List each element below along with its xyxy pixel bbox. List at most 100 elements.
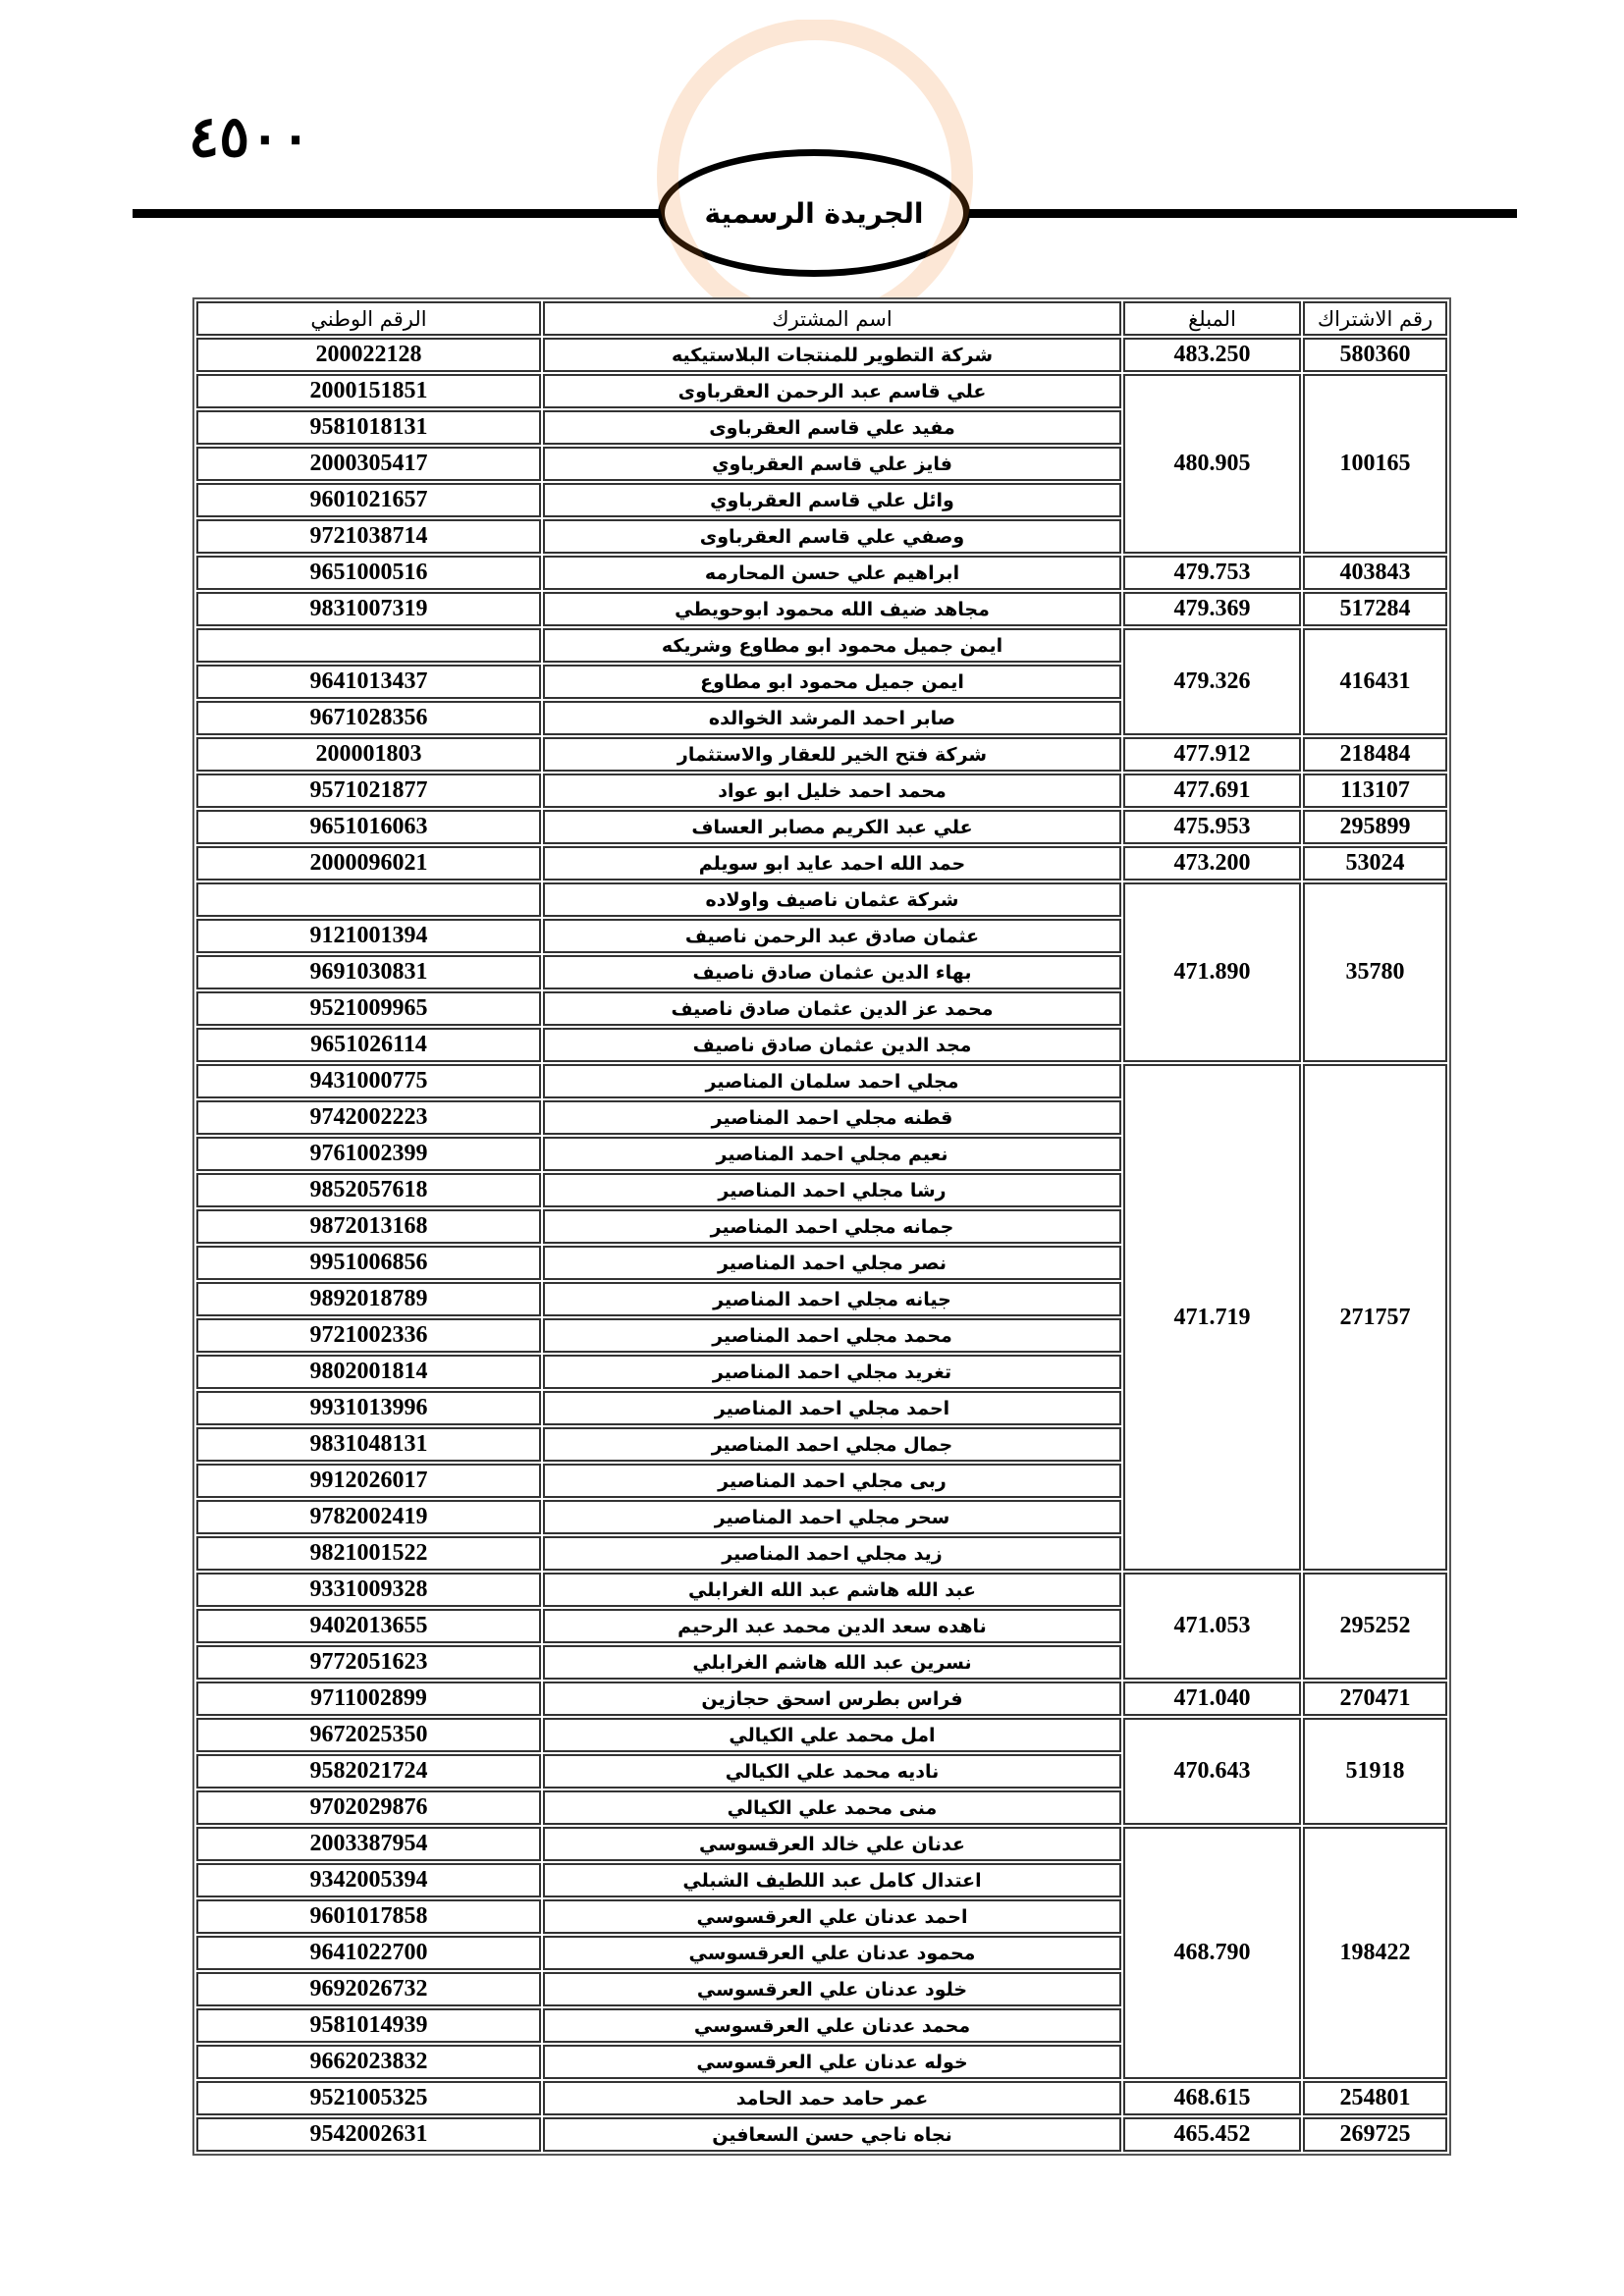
subscribers-table: رقم الاشتراك المبلغ اسم المشترك الرقم ال… xyxy=(192,297,1451,2156)
subscriber-name: عثمان صادق عبد الرحمن ناصيف xyxy=(543,919,1121,953)
national-id: 9831048131 xyxy=(196,1427,541,1462)
subscriber-name: مجلي احمد سلمان المناصير xyxy=(543,1064,1121,1098)
national-id: 9121001394 xyxy=(196,919,541,953)
subscriber-name: علي قاسم عبد الرحمن العقرباوى xyxy=(543,374,1121,408)
table-row: 198422 468.790 عدنان علي خالد العرقسوسي 200… xyxy=(196,1827,1447,2079)
national-id: 9331009328 xyxy=(196,1573,541,1607)
national-id: 9651026114 xyxy=(196,1028,541,1062)
amount: 470.643 xyxy=(1123,1718,1301,1825)
national-id: 9662023832 xyxy=(196,2045,541,2079)
amount: 471.890 xyxy=(1123,882,1301,1062)
national-id: 9581014939 xyxy=(196,2008,541,2043)
national-id: 9692026732 xyxy=(196,1972,541,2006)
subscriber-name: تغريد مجلي احمد المناصير xyxy=(543,1355,1121,1389)
subscription-number: 580360 xyxy=(1303,338,1447,372)
table-row: جمانه مجلي احمد المناصير 9872013168 xyxy=(196,1209,1447,1244)
subscriber-name: مجد الدين عثمان صادق ناصيف xyxy=(543,1028,1121,1062)
national-id xyxy=(196,882,541,917)
amount: 471.053 xyxy=(1123,1573,1301,1680)
col-national-id: الرقم الوطني xyxy=(196,301,541,336)
table-row: منى محمد علي الكيالي 9702029876 xyxy=(196,1790,1447,1825)
national-id: 200022128 xyxy=(196,338,541,372)
subscriber-name: جيانه مجلي احمد المناصير xyxy=(543,1282,1121,1316)
subscriber-name: وصفي علي قاسم العقرباوى xyxy=(543,519,1121,554)
amount: 473.200 xyxy=(1123,846,1301,881)
national-id: 2000096021 xyxy=(196,846,541,881)
table-row: تغريد مجلي احمد المناصير 9802001814 xyxy=(196,1355,1447,1389)
table-row: ناديه محمد علي الكيالي 9582021724 xyxy=(196,1754,1447,1789)
subscription-number: 295252 xyxy=(1303,1573,1447,1680)
amount: 477.691 xyxy=(1123,774,1301,808)
subscriber-name: ايمن جميل محمود ابو مطاوع xyxy=(543,665,1121,699)
subscription-number: 403843 xyxy=(1303,556,1447,590)
national-id: 9931013996 xyxy=(196,1391,541,1425)
amount: 479.369 xyxy=(1123,592,1301,626)
national-id: 9651016063 xyxy=(196,810,541,844)
table-row: 269725 465.452 نجاه ناجي حسن السعافين 95420… xyxy=(196,2117,1447,2152)
table-row: احمد مجلي احمد المناصير 9931013996 xyxy=(196,1391,1447,1425)
subscriber-name: شركة التطوير للمنتجات البلاستيكيه xyxy=(543,338,1121,372)
amount: 465.452 xyxy=(1123,2117,1301,2152)
table-row: 270471 471.040 فراس بطرس اسحق حجازين 971100… xyxy=(196,1682,1447,1716)
col-amount: المبلغ xyxy=(1123,301,1301,336)
amount: 480.905 xyxy=(1123,374,1301,554)
national-id: 9641022700 xyxy=(196,1936,541,1970)
subscriber-name: ناديه محمد علي الكيالي xyxy=(543,1754,1121,1789)
national-id: 9892018789 xyxy=(196,1282,541,1316)
national-id: 9601021657 xyxy=(196,483,541,517)
table-row: زيد مجلي احمد المناصير 9821001522 xyxy=(196,1536,1447,1571)
national-id: 9872013168 xyxy=(196,1209,541,1244)
table-row: 254801 468.615 عمر حامد حمد الحامد 95210053… xyxy=(196,2081,1447,2115)
subscription-number: 270471 xyxy=(1303,1682,1447,1716)
subscriber-name: محمد احمد خليل ابو عواد xyxy=(543,774,1121,808)
national-id: 9601017858 xyxy=(196,1899,541,1934)
subscriber-name: احمد عدنان علي العرقسوسي xyxy=(543,1899,1121,1934)
table-row: جيانه مجلي احمد المناصير 9892018789 xyxy=(196,1282,1447,1316)
subscription-number: 198422 xyxy=(1303,1827,1447,2079)
amount: 468.615 xyxy=(1123,2081,1301,2115)
table-row: محمود عدنان علي العرقسوسي 9641022700 xyxy=(196,1936,1447,1970)
subscriber-name: نعيم مجلي احمد المناصير xyxy=(543,1137,1121,1171)
subscriber-name: امل محمد علي الكيالي xyxy=(543,1718,1121,1752)
table-row: مفيد علي قاسم العقرباوى 9581018131 xyxy=(196,410,1447,445)
table-row: 113107 477.691 محمد احمد خليل ابو عواد 9571… xyxy=(196,774,1447,808)
national-id: 9342005394 xyxy=(196,1863,541,1897)
national-id: 9912026017 xyxy=(196,1464,541,1498)
subscriber-name: علي عبد الكريم مصابر العساف xyxy=(543,810,1121,844)
subscriber-name: جمانه مجلي احمد المناصير xyxy=(543,1209,1121,1244)
subscriber-name: ناهده سعد الدين محمد عبد الرحيم xyxy=(543,1609,1121,1643)
subscriber-name: خلود عدنان علي العرقسوسي xyxy=(543,1972,1121,2006)
national-id: 9721038714 xyxy=(196,519,541,554)
subscriber-name: شركة فتح الخير للعقار والاستثمار xyxy=(543,737,1121,772)
page-number: ٤٥٠٠ xyxy=(189,103,311,170)
subscription-number: 35780 xyxy=(1303,882,1447,1062)
subscription-number: 113107 xyxy=(1303,774,1447,808)
national-id: 9651000516 xyxy=(196,556,541,590)
table-row: رشا مجلي احمد المناصير 9852057618 xyxy=(196,1173,1447,1207)
subscriber-name: ربى مجلي احمد المناصير xyxy=(543,1464,1121,1498)
masthead-title: الجريدة الرسمية xyxy=(704,196,924,230)
subscriber-name: مفيد علي قاسم العقرباوى xyxy=(543,410,1121,445)
national-id: 9772051623 xyxy=(196,1645,541,1680)
table-row: بهاء الدين عثمان صادق ناصيف 9691030831 xyxy=(196,955,1447,989)
subscriber-name: محمود عدنان علي العرقسوسي xyxy=(543,1936,1121,1970)
table-row: 271757 471.719 مجلي احمد سلمان المناصير 943… xyxy=(196,1064,1447,1571)
national-id: 9702029876 xyxy=(196,1790,541,1825)
national-id: 9831007319 xyxy=(196,592,541,626)
subscriber-name: فايز علي قاسم العقرباوي xyxy=(543,447,1121,481)
national-id: 9402013655 xyxy=(196,1609,541,1643)
national-id: 9852057618 xyxy=(196,1173,541,1207)
subscriber-name: زيد مجلي احمد المناصير xyxy=(543,1536,1121,1571)
table-row: 53024 473.200 حمد الله احمد عايد ابو سويلم… xyxy=(196,846,1447,881)
table-row: قطنه مجلي احمد المناصير 9742002223 xyxy=(196,1100,1447,1135)
national-id: 9782002419 xyxy=(196,1500,541,1534)
national-id: 9691030831 xyxy=(196,955,541,989)
amount: 483.250 xyxy=(1123,338,1301,372)
table-row: محمد عز الدين عثمان صادق ناصيف 9521009965 xyxy=(196,991,1447,1026)
table-row: وصفي علي قاسم العقرباوى 9721038714 xyxy=(196,519,1447,554)
subscription-number: 416431 xyxy=(1303,628,1447,735)
subscription-number: 254801 xyxy=(1303,2081,1447,2115)
table-row: احمد عدنان علي العرقسوسي 9601017858 xyxy=(196,1899,1447,1934)
national-id: 9581018131 xyxy=(196,410,541,445)
national-id xyxy=(196,628,541,663)
